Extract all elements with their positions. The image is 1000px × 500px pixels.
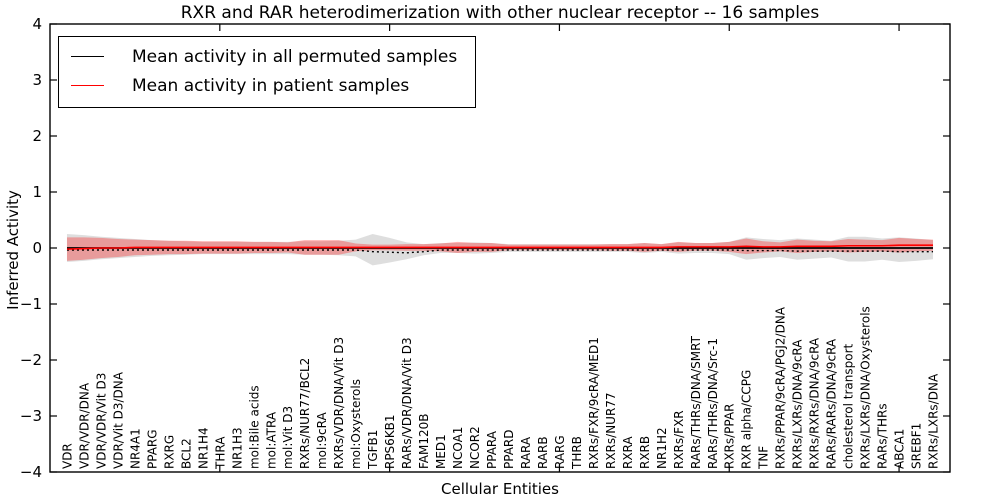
x-entity-label: PPARA [485,430,499,469]
x-entity-label: RPS6KB1 [383,414,397,469]
x-entity-label: RXRs/FXR [672,410,686,469]
x-entity-label: MED1 [434,434,448,469]
y-tick-label: 4 [32,15,42,33]
x-entity-label: RARG [553,435,567,469]
x-entity-label: NCOA1 [451,427,465,469]
patient-line-icon [71,85,104,86]
x-entity-label: NR1H4 [196,427,210,469]
legend-label-patient: Mean activity in patient samples [132,75,410,96]
legend-label-permuted: Mean activity in all permuted samples [132,46,458,67]
x-entity-label: VDR/VDR/DNA [77,382,91,469]
x-entity-label: BCL2 [179,438,193,469]
x-entity-label: TGFB1 [366,430,380,470]
y-tick-label: −2 [20,351,42,369]
x-entity-label: RXRs/LXRs/DNA/9cRA [791,339,805,469]
legend: Mean activity in all permuted samples Me… [58,36,477,108]
x-entity-label: RXR alpha/CCPG [740,370,754,469]
x-entity-label: RXRs/FXR/9cRA/MED1 [587,337,601,469]
legend-item-permuted: Mean activity in all permuted samples [71,42,457,71]
x-entity-label: TNF [757,446,771,470]
x-entity-label: RXRs/LXRs/DNA [927,373,941,469]
y-axis-label: Inferred Activity [4,190,22,310]
y-tick-label: −1 [20,295,42,313]
permuted-line-icon [71,56,104,57]
y-tick-label: 1 [32,183,42,201]
x-entity-label: RARs/RARs/DNA/9cRA [825,338,839,469]
x-entity-label: RARA [519,436,533,469]
band-permuted [66,234,934,266]
x-entity-label: ABCA1 [893,429,907,469]
x-entity-label: RXRs/NUR77/BCL2 [298,358,312,469]
x-entity-label: VDR/VDR/Vit D3 [94,373,108,469]
line-permuted-dotted [66,249,934,254]
x-entity-label: RARs/THRs/DNA/SMRT [689,335,703,469]
x-entity-label: NR1H3 [230,427,244,469]
x-entity-label: THRB [570,436,584,470]
x-entity-label: RXRA [621,436,635,469]
x-entity-label: mol:Bile acids [247,385,261,469]
line-patient [66,244,934,250]
y-tick-label: −4 [20,463,42,481]
x-entity-label: RXRs/VDR/DNA/Vit D3 [332,337,346,469]
x-entity-label: THRA [213,436,227,470]
x-entity-label: cholesterol transport [842,343,856,469]
y-tick-label: 2 [32,127,42,145]
x-entity-label: RARs/THRs [876,403,890,469]
x-entity-label: NR4A1 [128,428,142,469]
band-patient [66,237,934,261]
x-entity-label: mol:Oxysterols [349,379,363,469]
x-entity-label: RXRG [162,435,176,469]
x-entity-label: SREBF1 [910,423,924,469]
legend-item-patient: Mean activity in patient samples [71,71,457,100]
x-entity-label: FAM120B [417,414,431,470]
x-entity-label: RXRs/PPAR [723,404,737,469]
x-entity-label: RXRs/RXRs/DNA/9cRA [808,337,822,469]
x-axis-label: Cellular Entities [441,480,559,498]
x-entity-label: RARB [536,436,550,469]
x-entity-label: PPARG [145,429,159,469]
x-entity-label: VDR/Vit D3/DNA [111,371,125,469]
y-tick-label: 0 [32,239,42,257]
x-entity-label: NR1H2 [655,427,669,469]
x-entity-label: VDR [60,443,74,469]
chart-title: RXR and RAR heterodimerization with othe… [180,3,820,23]
x-entity-label: RARs/THRs/DNA/Src-1 [706,338,720,469]
x-entity-label: RXRs/PPAR/9cRA/PGJ2/DNA [774,306,788,469]
x-entity-label: mol:9cRA [315,412,329,469]
x-entity-label: PPARD [502,430,516,470]
y-tick-label: 3 [32,71,42,89]
x-entity-label: mol:Vit D3 [281,406,295,469]
x-entity-label: RXRs/LXRs/DNA/Oxysterols [859,306,873,469]
y-tick-label: −3 [20,407,42,425]
x-entity-label: RXRB [638,436,652,469]
x-entity-label: NCOR2 [468,426,482,469]
x-entity-label: RXRs/NUR77 [604,392,618,469]
x-entity-label: RARs/VDR/DNA/Vit D3 [400,337,414,469]
x-entity-label: mol:ATRA [264,411,278,469]
